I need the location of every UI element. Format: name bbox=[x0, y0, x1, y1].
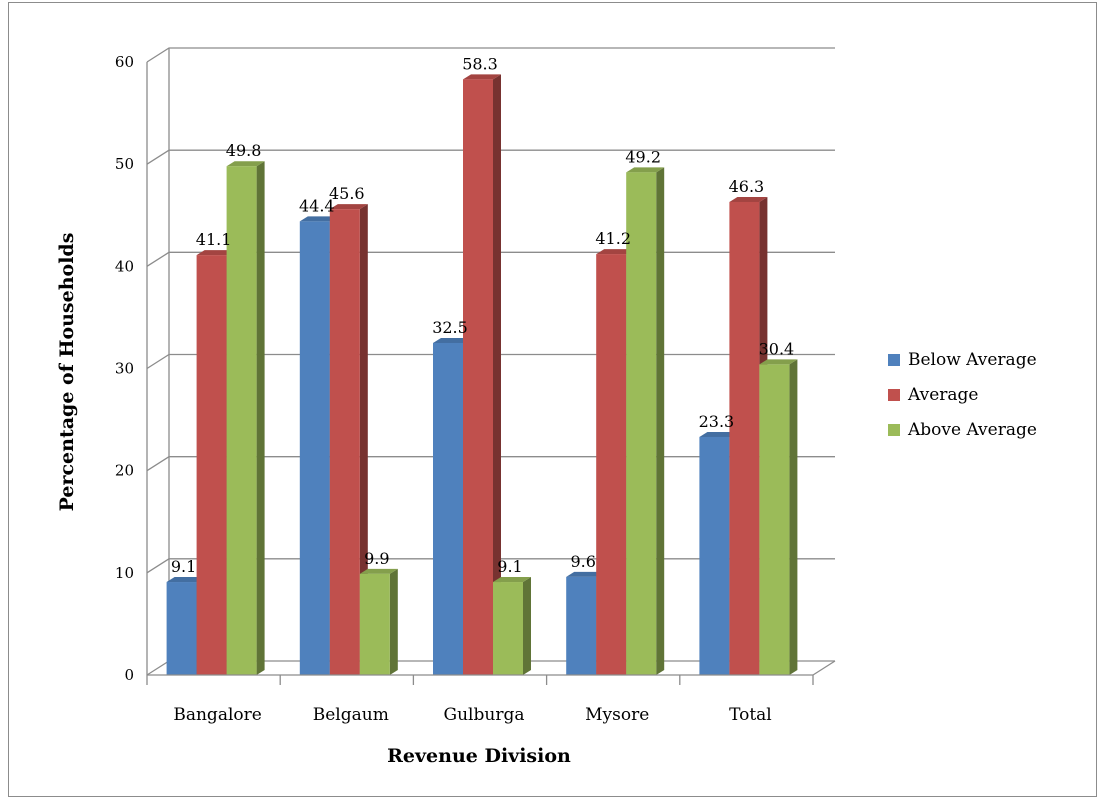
bar-top bbox=[626, 167, 665, 173]
y-tick-label: 40 bbox=[115, 257, 134, 275]
y-tick-label: 60 bbox=[115, 53, 134, 71]
bar bbox=[329, 204, 368, 675]
y-tick-label: 0 bbox=[124, 666, 134, 684]
bar bbox=[759, 359, 798, 675]
data-label: 41.2 bbox=[595, 229, 631, 248]
x-axis-title: Revenue Division bbox=[387, 745, 571, 767]
legend-label: Above Average bbox=[908, 419, 1037, 440]
y-tick-label: 20 bbox=[115, 462, 134, 480]
bar bbox=[359, 568, 398, 675]
data-label: 23.3 bbox=[699, 412, 735, 431]
bar-side bbox=[359, 204, 368, 675]
bar-front bbox=[433, 342, 463, 675]
bar-front bbox=[626, 172, 657, 675]
bar-front bbox=[699, 436, 730, 675]
legend: Below Average Average Above Average bbox=[888, 342, 1037, 447]
data-label: 45.6 bbox=[329, 184, 365, 203]
y-tick-label: 10 bbox=[115, 564, 134, 582]
legend-swatch-below-average bbox=[888, 353, 900, 366]
data-label: 9.1 bbox=[497, 557, 522, 576]
legend-label: Below Average bbox=[908, 349, 1037, 370]
legend-item-average: Average bbox=[888, 377, 1037, 412]
bar-side bbox=[256, 161, 265, 675]
data-label: 9.1 bbox=[171, 557, 196, 576]
data-label: 46.3 bbox=[729, 177, 765, 196]
data-label: 9.6 bbox=[570, 552, 595, 571]
bar-top bbox=[226, 161, 265, 167]
data-label: 44.4 bbox=[299, 196, 335, 215]
bar-top bbox=[493, 577, 531, 583]
legend-swatch-above-average bbox=[888, 423, 900, 436]
bar-top bbox=[566, 571, 605, 577]
bar-side bbox=[389, 568, 398, 675]
y-tick-label: 30 bbox=[115, 360, 134, 378]
data-label: 32.5 bbox=[432, 318, 468, 337]
x-tick-label: Gulburga bbox=[444, 705, 525, 725]
bar-top bbox=[166, 577, 205, 583]
x-tick-label: Mysore bbox=[585, 705, 649, 725]
bar-side bbox=[523, 577, 531, 675]
bar-front bbox=[566, 576, 597, 675]
bar-front bbox=[166, 582, 197, 675]
bar-front bbox=[759, 364, 790, 675]
bar-top bbox=[433, 337, 471, 343]
bar-top bbox=[463, 74, 501, 80]
legend-item-above-average: Above Average bbox=[888, 412, 1037, 447]
bar-front bbox=[493, 582, 523, 675]
bar bbox=[596, 249, 635, 675]
x-tick-label: Belgaum bbox=[313, 705, 389, 725]
bar-front bbox=[359, 573, 390, 675]
bar bbox=[226, 161, 265, 675]
bar-top bbox=[699, 431, 738, 437]
bar-front bbox=[596, 254, 627, 675]
legend-label: Average bbox=[908, 384, 979, 405]
bar-top bbox=[329, 204, 368, 210]
y-axis-title: Percentage of Households bbox=[56, 233, 78, 512]
bar bbox=[463, 74, 501, 675]
bar-top bbox=[359, 568, 398, 574]
data-label: 9.9 bbox=[364, 549, 389, 568]
data-label: 49.8 bbox=[226, 141, 262, 160]
bar-top bbox=[299, 216, 338, 222]
bar-front bbox=[196, 255, 227, 675]
data-label: 58.3 bbox=[462, 54, 498, 73]
bar-side bbox=[656, 167, 665, 675]
chart-frame bbox=[8, 2, 1097, 797]
data-label: 30.4 bbox=[759, 339, 795, 358]
bar-front bbox=[729, 201, 760, 676]
legend-swatch-average bbox=[888, 388, 900, 401]
legend-item-below-average: Below Average bbox=[888, 342, 1037, 377]
bar-side bbox=[493, 74, 501, 675]
bars bbox=[166, 74, 798, 676]
bar-top bbox=[729, 196, 768, 202]
x-tick-label: Bangalore bbox=[173, 705, 261, 725]
axes: 0 10 20 30 40 50 60 Bangalore Belgaum Gulburga Mys… bbox=[115, 53, 814, 725]
data-label: 49.2 bbox=[625, 147, 661, 166]
bar-top bbox=[196, 250, 235, 256]
data-labels: 9.1 41.1 49.8 44.445.6 9.9 32.5 58.3 9.1 9.6 41.2… bbox=[171, 54, 794, 576]
bar-front bbox=[226, 166, 257, 675]
bar-front bbox=[463, 79, 493, 675]
bar-front bbox=[299, 221, 330, 675]
bar-top bbox=[759, 359, 798, 365]
bar bbox=[626, 167, 665, 675]
bar-top bbox=[596, 249, 635, 255]
x-tick-label: Total bbox=[729, 705, 772, 725]
data-label: 41.1 bbox=[196, 230, 232, 249]
bar bbox=[493, 577, 531, 675]
bar-front bbox=[329, 209, 360, 675]
bar-side bbox=[789, 359, 798, 675]
floor-edge bbox=[812, 660, 836, 676]
y-tick-label: 50 bbox=[115, 155, 134, 173]
